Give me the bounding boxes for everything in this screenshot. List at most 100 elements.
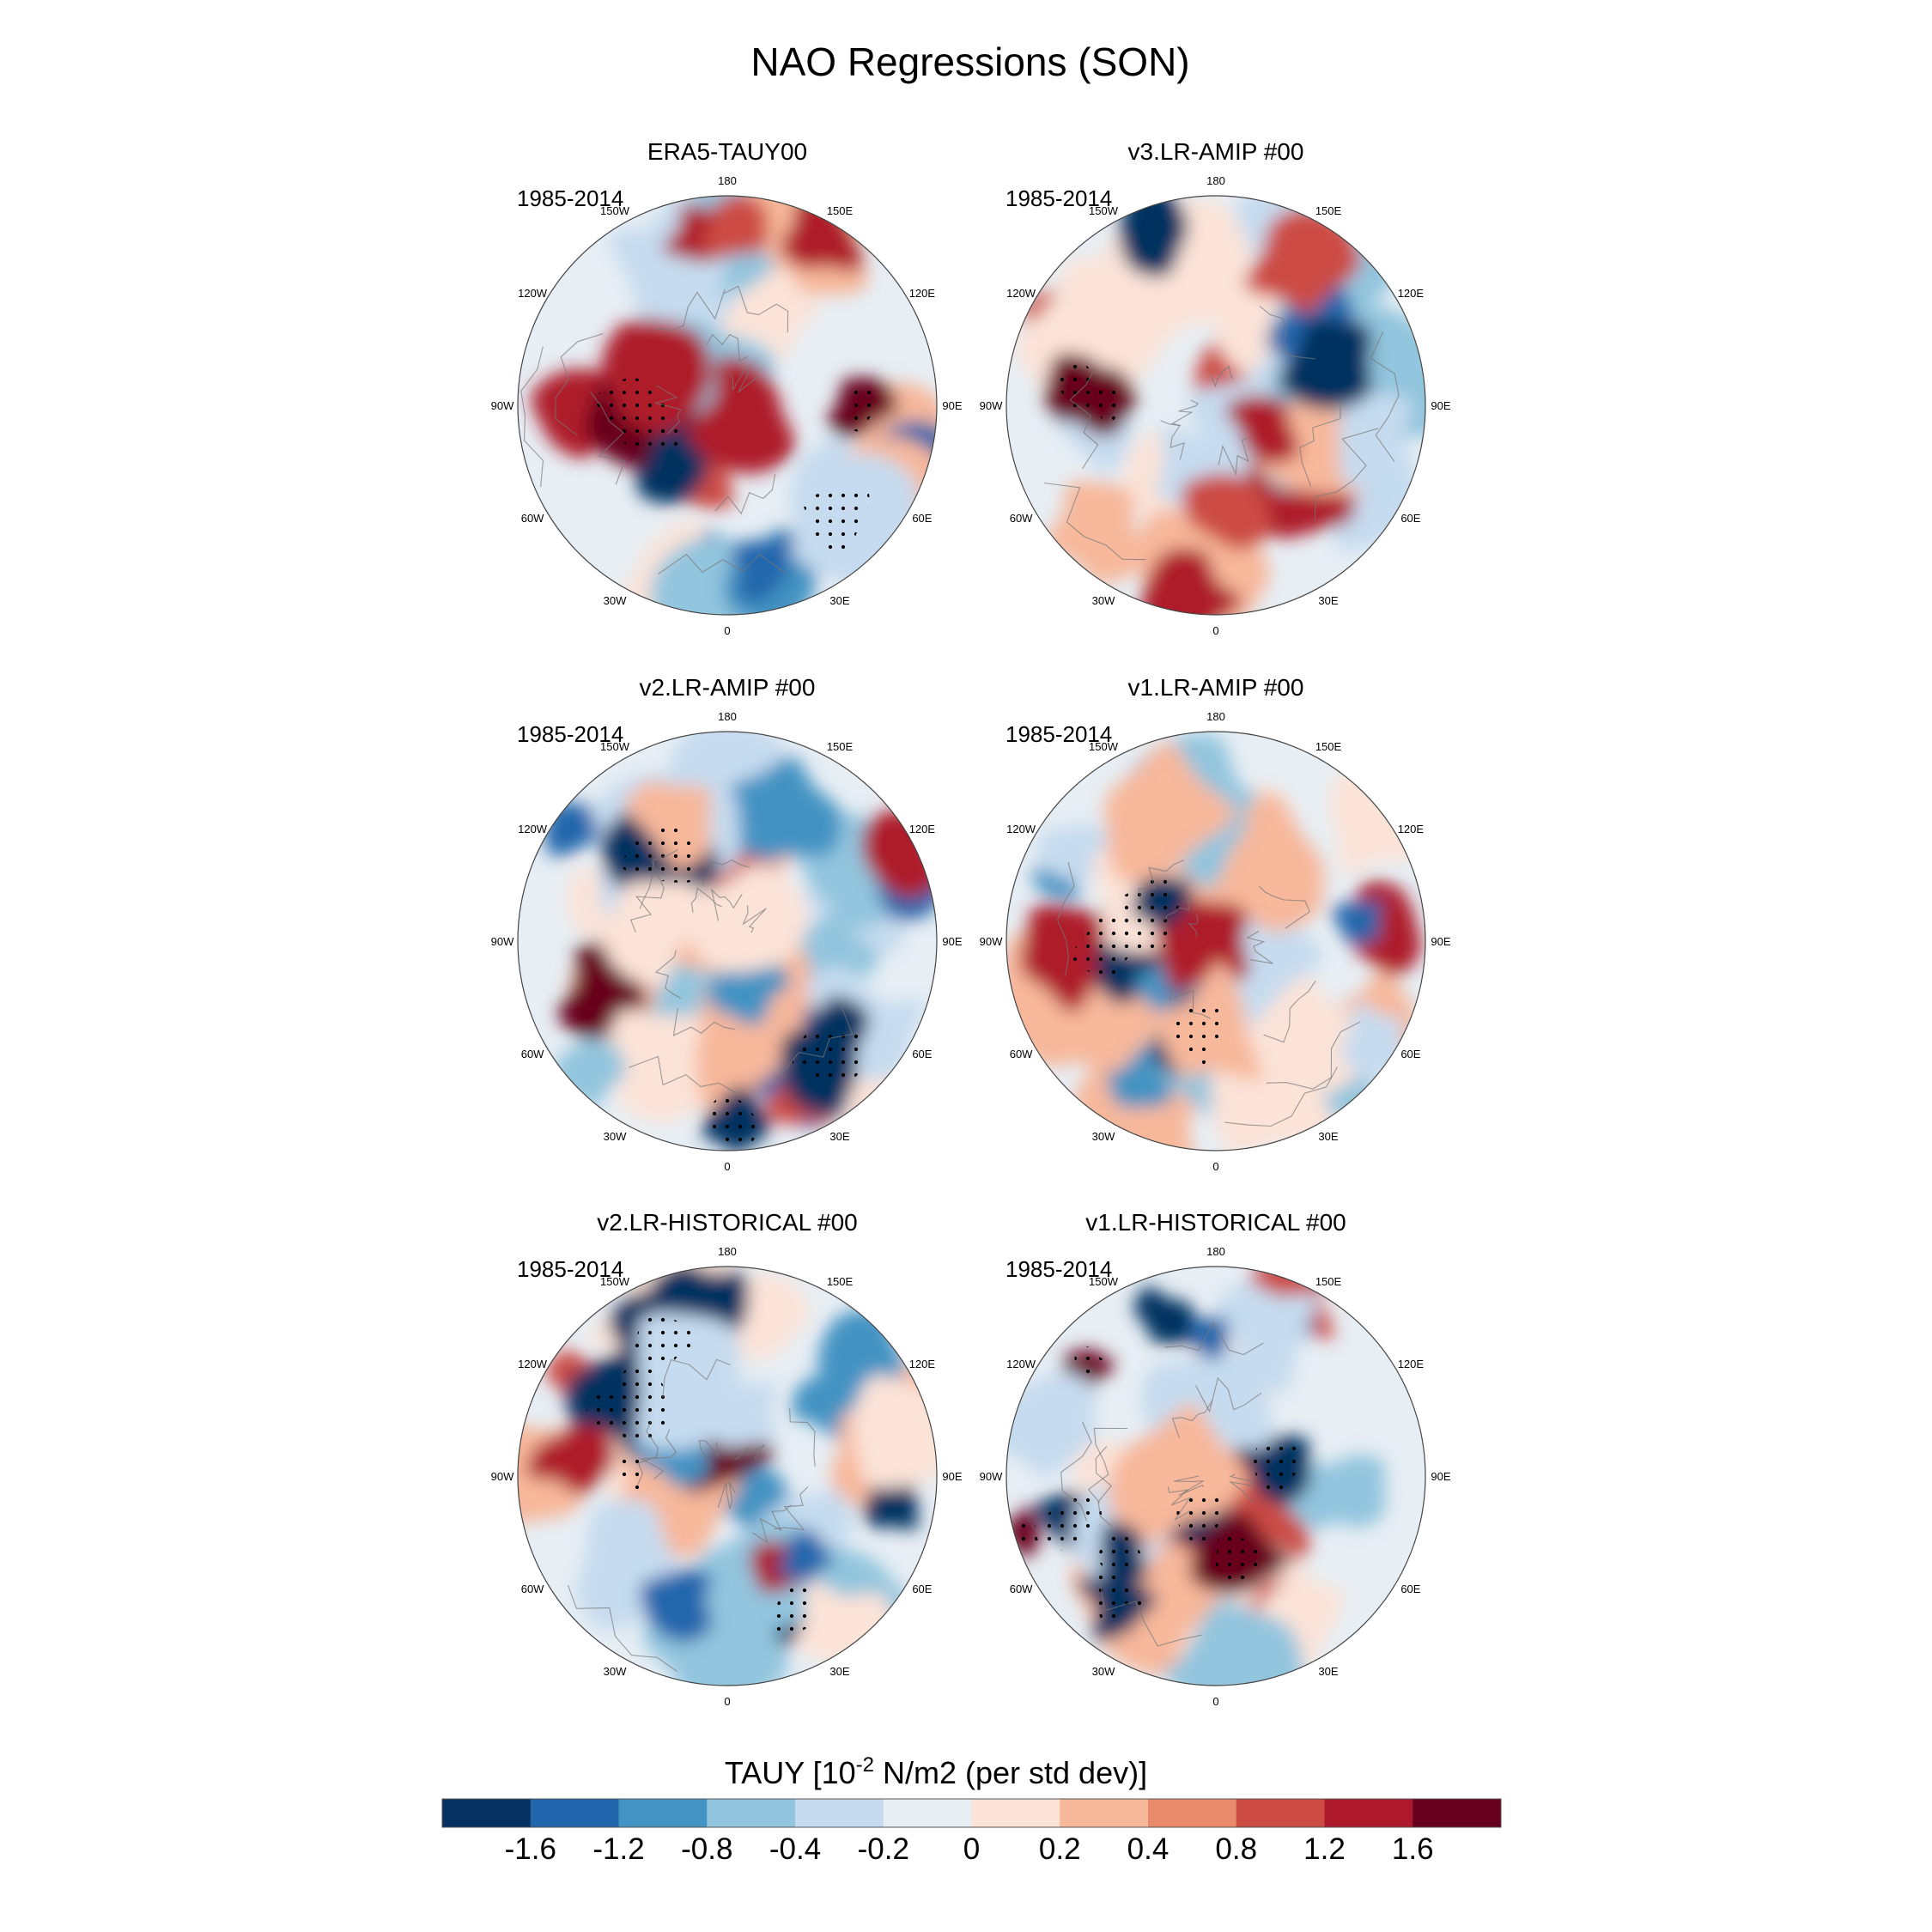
longitude-label: 120E xyxy=(1398,287,1425,300)
longitude-label: 0 xyxy=(724,1695,730,1708)
contour-region xyxy=(1331,901,1383,944)
contour-region xyxy=(799,909,879,993)
map-panels: ERA5-TAUY00 1985-2014 180 150E 120E 90E 60E 30E… xyxy=(491,138,1451,1708)
longitude-label: 180 xyxy=(718,174,737,187)
colorbar-tick-label: 1.2 xyxy=(1303,1832,1346,1866)
coastline xyxy=(1173,1475,1205,1497)
longitude-label: 90E xyxy=(1431,935,1450,948)
coastline xyxy=(690,887,722,913)
longitude-label: 60E xyxy=(912,512,932,525)
contour-field xyxy=(1015,196,1425,615)
longitude-label: 60E xyxy=(912,1048,932,1060)
contour-region xyxy=(1006,1391,1096,1477)
contour-region xyxy=(1104,742,1236,882)
map-boundary xyxy=(517,1266,938,1686)
map-boundary xyxy=(517,195,938,616)
colorbar-box xyxy=(707,1799,796,1827)
colorbar-tick-label: 0 xyxy=(963,1832,980,1866)
colorbar-tick-label: -1.2 xyxy=(592,1832,644,1866)
significance-stippling xyxy=(1119,867,1179,955)
coastline xyxy=(734,1443,765,1461)
coastline xyxy=(1087,1427,1128,1504)
colorbar-tick-label: -0.4 xyxy=(769,1832,821,1866)
longitude-label: 180 xyxy=(718,710,737,723)
coastline xyxy=(629,860,665,933)
contour-region xyxy=(1214,1282,1318,1394)
longitude-label: 120W xyxy=(1006,1358,1036,1370)
contour-region xyxy=(606,1009,709,1122)
contour-region xyxy=(683,864,809,973)
longitude-label: 120W xyxy=(1006,823,1036,835)
contour-region xyxy=(862,1480,919,1530)
colorbar-boxes xyxy=(441,1798,1502,1828)
coastline xyxy=(730,365,759,393)
contour-region xyxy=(640,1569,713,1643)
significance-stippling xyxy=(1052,362,1101,413)
coastline xyxy=(1246,931,1273,964)
significance-stippling xyxy=(774,1586,814,1638)
longitude-label: 30W xyxy=(1092,1665,1115,1678)
significance-stippling xyxy=(595,378,671,456)
coastline xyxy=(1167,1486,1192,1521)
longitude-label: 120W xyxy=(518,287,548,300)
panel-title: v1.LR-HISTORICAL #00 xyxy=(1085,1209,1346,1236)
colorbar-tick-label: -0.8 xyxy=(681,1832,732,1866)
coastline xyxy=(1258,885,1310,929)
coastline xyxy=(1314,428,1379,521)
longitude-label: 30E xyxy=(829,1665,849,1678)
coastline xyxy=(654,385,682,435)
longitude-label: 30E xyxy=(1318,1665,1338,1678)
longitude-label: 60E xyxy=(1400,1048,1420,1060)
coastline xyxy=(710,888,743,921)
contour-region xyxy=(687,356,796,474)
longitude-label: 90W xyxy=(980,1470,1003,1483)
coastline xyxy=(1188,914,1199,937)
contour-region xyxy=(702,196,769,258)
map-field xyxy=(1006,1267,1425,1686)
colorbar-tick-label: -1.6 xyxy=(505,1832,556,1866)
coastline xyxy=(752,1504,792,1544)
longitude-label: 120W xyxy=(518,823,548,835)
contour-field xyxy=(1006,1267,1386,1686)
longitude-label: 90W xyxy=(980,399,1003,412)
contour-region xyxy=(1020,903,1105,1013)
longitude-label: 0 xyxy=(1212,1160,1218,1173)
longitude-label: 30W xyxy=(604,594,627,607)
coastline xyxy=(714,473,776,515)
longitude-label: 30W xyxy=(1092,1130,1115,1143)
contour-region xyxy=(696,982,805,1109)
panel-title: v1.LR-AMIP #00 xyxy=(1128,674,1304,701)
longitude-label: 150W xyxy=(1089,1275,1119,1288)
coastline xyxy=(520,346,544,487)
coastline xyxy=(637,1420,659,1485)
colorbar-tick-label: -0.2 xyxy=(858,1832,909,1866)
panel-years: 1985-2014 xyxy=(517,185,623,211)
contour-region xyxy=(1278,318,1372,410)
longitude-label: 180 xyxy=(1206,174,1225,187)
coastline xyxy=(1263,980,1316,1043)
longitude-label: 90E xyxy=(1431,399,1450,412)
longitude-label: 150W xyxy=(600,740,630,753)
longitude-label: 30E xyxy=(1318,1130,1338,1143)
panel-years: 1985-2014 xyxy=(1005,185,1112,211)
longitude-label: 30W xyxy=(1092,594,1115,607)
contour-region xyxy=(526,1425,615,1495)
map-panel: v1.LR-AMIP #00 1985-2014 180 150E 120E 90E 60E… xyxy=(980,674,1451,1173)
significance-stippling xyxy=(1074,1346,1108,1380)
coastline xyxy=(789,1407,816,1467)
coastline xyxy=(567,1585,678,1673)
contour-region xyxy=(1328,768,1420,874)
map-field xyxy=(1006,732,1425,1151)
colorbar-label: TAUY [10-2 N/m2 (per std dev)] xyxy=(725,1753,1147,1790)
longitude-label: 60W xyxy=(521,512,544,525)
coastline xyxy=(1044,482,1146,561)
coastline xyxy=(654,950,682,999)
contour-region xyxy=(1141,548,1243,615)
significance-stippling xyxy=(1006,1516,1039,1553)
colorbar-tick-label: 0.8 xyxy=(1215,1832,1257,1866)
significance-stippling xyxy=(792,1025,868,1083)
longitude-label: 90E xyxy=(942,935,962,948)
contour-region xyxy=(1338,393,1414,492)
longitude-label: 120E xyxy=(909,1358,936,1370)
